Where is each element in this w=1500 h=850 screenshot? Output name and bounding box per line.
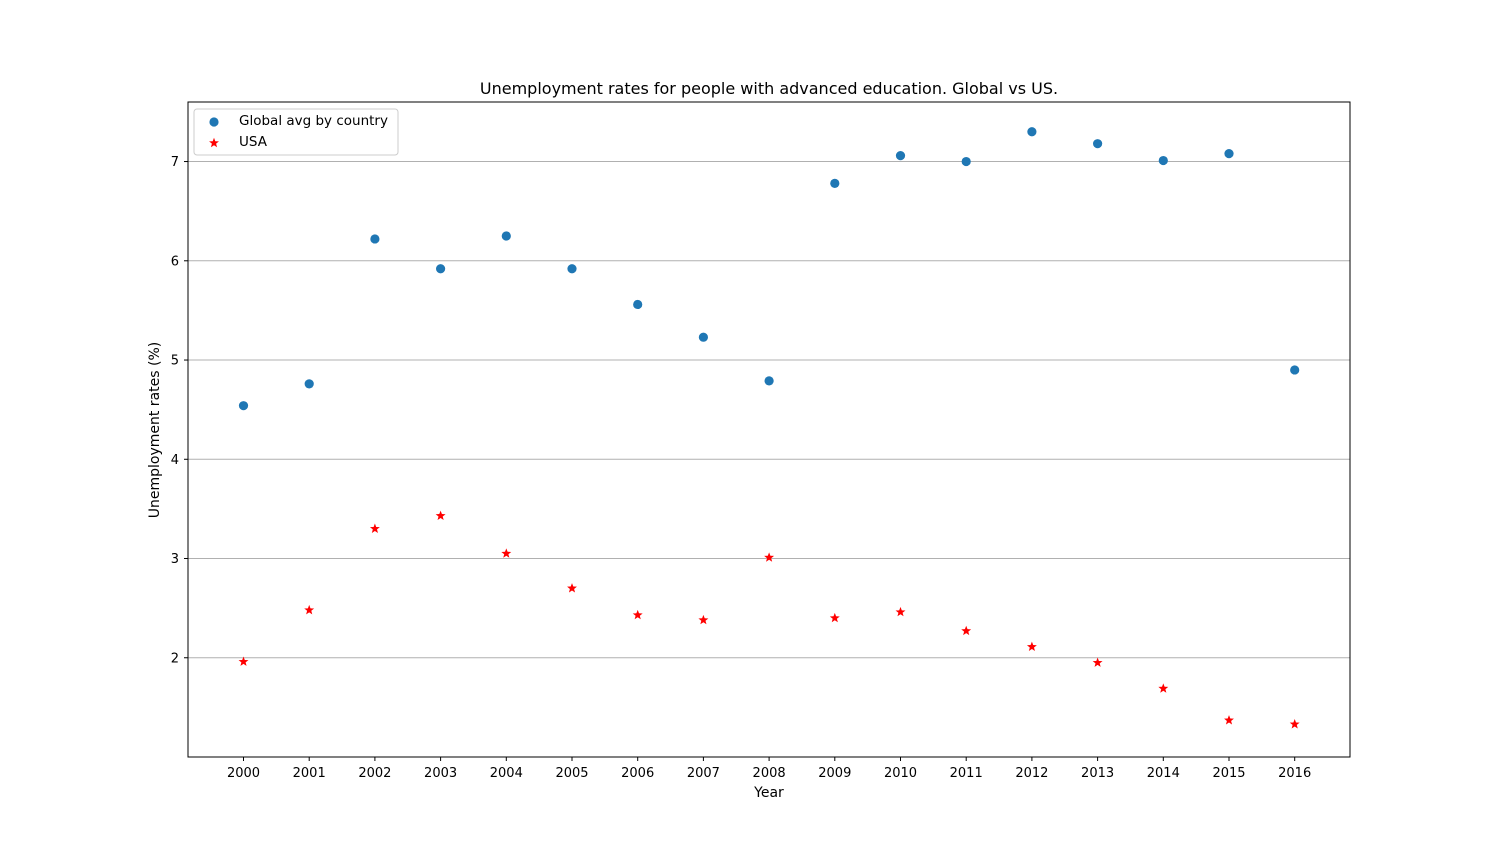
data-point-usa [1224, 715, 1234, 725]
data-point-global [764, 376, 774, 386]
y-tick-label: 3 [171, 552, 179, 567]
x-tick-label: 2005 [555, 766, 588, 781]
chart-title: Unemployment rates for people with advan… [480, 79, 1058, 98]
data-point-usa [698, 614, 709, 625]
legend-label-global: Global avg by country [239, 113, 388, 129]
data-point-usa [435, 510, 446, 521]
data-points [238, 127, 1300, 729]
data-point-global [830, 178, 840, 188]
x-tick-label: 2003 [424, 766, 457, 781]
data-point-global [238, 401, 249, 411]
data-point-usa [304, 604, 315, 615]
data-point-global [567, 264, 577, 274]
data-point-global [1158, 155, 1168, 166]
data-point-global [501, 231, 511, 241]
data-point-usa [238, 656, 249, 666]
data-point-usa [1026, 641, 1037, 652]
x-tick-label: 2001 [293, 766, 326, 781]
y-axis-label: Unemployment rates (%) [147, 342, 163, 518]
data-point-usa [1092, 657, 1103, 667]
data-point-global [1027, 127, 1037, 137]
data-point-usa [1289, 719, 1300, 729]
y-tick-label: 6 [171, 254, 179, 269]
x-tick-label: 2006 [621, 766, 654, 781]
data-point-usa [567, 583, 577, 593]
data-point-usa [501, 548, 512, 558]
y-tick-label: 7 [171, 155, 179, 170]
x-tick-label: 2009 [818, 766, 851, 781]
x-tick-label: 2010 [884, 766, 917, 781]
y-tick-label: 4 [171, 453, 179, 468]
legend-box [193, 108, 399, 156]
gridlines [188, 161, 1350, 659]
data-point-global [698, 332, 709, 342]
data-point-usa [369, 523, 380, 533]
series-global [238, 127, 1300, 411]
star-icon [209, 137, 219, 148]
x-tick-label: 2007 [687, 766, 720, 781]
y-tick-label: 2 [171, 651, 179, 666]
data-point-global [895, 150, 906, 161]
x-tick-label: 2014 [1147, 766, 1180, 781]
legend-label-usa: USA [239, 134, 268, 150]
legend-marker-global [209, 117, 219, 127]
data-point-global [304, 379, 314, 389]
data-point-global [1290, 365, 1300, 375]
x-tick-label: 2000 [227, 766, 260, 781]
y-tick-label: 5 [171, 354, 179, 369]
x-tick-label: 2012 [1015, 766, 1048, 781]
x-tick-label: 2016 [1278, 766, 1311, 781]
x-tick-label: 2002 [358, 766, 391, 781]
data-point-usa [632, 609, 643, 620]
plot-area-frame [187, 101, 1351, 758]
x-tick-label: 2004 [490, 766, 523, 781]
x-tick-label: 2008 [753, 766, 786, 781]
data-point-global [633, 299, 643, 310]
data-point-usa [1158, 683, 1169, 693]
data-point-usa [764, 552, 775, 562]
data-point-global [961, 156, 971, 167]
x-axis-label: Year [753, 785, 784, 801]
legend-marker-usa [209, 137, 219, 148]
x-axis: 2000 2001 2002 2003 2004 2005 2006 2007 2008 2009… [227, 757, 1311, 781]
x-tick-label: 2011 [950, 766, 983, 781]
data-point-global [1093, 139, 1103, 149]
data-point-usa [961, 625, 972, 636]
legend: Global avg by country USA [193, 108, 399, 156]
data-point-global [436, 264, 446, 274]
data-point-usa [895, 606, 906, 617]
data-point-global [370, 234, 380, 244]
x-tick-label: 2015 [1212, 766, 1245, 781]
data-point-usa [829, 612, 840, 623]
data-point-global [1224, 149, 1234, 159]
y-axis: 2 3 4 5 6 7 [171, 155, 188, 666]
series-usa [238, 510, 1300, 729]
x-tick-label: 2013 [1081, 766, 1114, 781]
